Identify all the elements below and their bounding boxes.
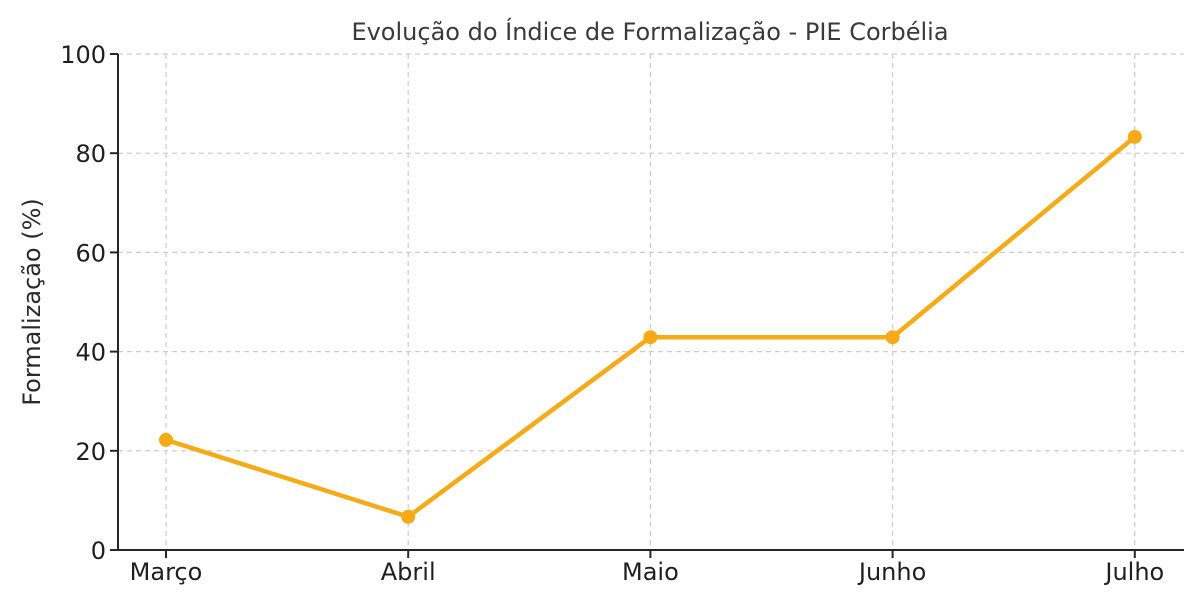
y-axis-label: Formalização (%) (18, 198, 46, 406)
y-tick-label: 0 (91, 537, 106, 565)
chart-title: Evolução do Índice de Formalização - PIE… (351, 17, 948, 46)
x-gridlines (165, 54, 1136, 550)
x-tick-label: Abril (381, 558, 436, 586)
y-axis-ticks: 0 20 40 60 80 100 (60, 41, 118, 565)
data-point-marker (159, 432, 173, 447)
data-series (159, 129, 1142, 524)
data-point-marker (1127, 129, 1142, 144)
x-tick-label: Julho (1103, 558, 1164, 586)
data-point-marker (401, 509, 416, 524)
y-tick-label: 60 (75, 239, 106, 267)
data-point-marker (885, 330, 900, 345)
y-tick-label: 100 (60, 41, 106, 69)
y-tick-label: 80 (75, 140, 106, 168)
x-tick-label: Junho (857, 558, 926, 586)
data-point-marker (643, 330, 658, 345)
x-tick-label: Março (130, 558, 203, 586)
y-tick-label: 40 (75, 339, 106, 367)
x-tick-label: Maio (622, 558, 679, 586)
y-tick-label: 20 (75, 438, 106, 466)
x-axis-ticks: Março Abril Maio Junho Julho (130, 550, 1164, 586)
